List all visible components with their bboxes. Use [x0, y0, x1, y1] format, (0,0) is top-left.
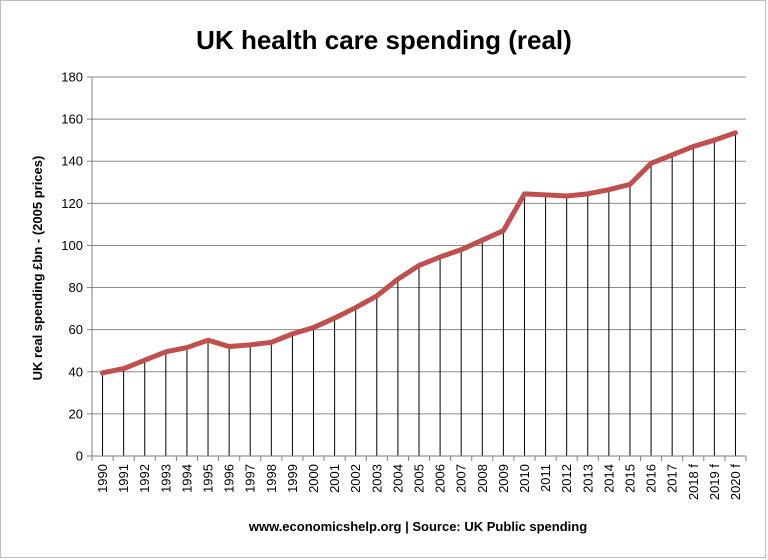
- drop-lines: [102, 132, 736, 456]
- x-tick-label: 1995: [201, 464, 216, 493]
- y-axis-label: UK real spending £bn - (2005 prices): [30, 156, 45, 381]
- x-tick-label: 2013: [580, 464, 595, 493]
- data-point: [121, 366, 126, 371]
- y-tick-label: 120: [61, 196, 83, 211]
- y-tick-label: 180: [61, 70, 83, 85]
- data-point: [585, 191, 590, 196]
- data-point: [543, 192, 548, 197]
- y-tick-labels: 0 20 40 60 80 100 120 140 160 180: [61, 70, 83, 464]
- x-tick-label: 2009: [496, 464, 511, 493]
- x-axis-label: www.economicshelp.org | Source: UK Publi…: [248, 519, 587, 534]
- y-tick-label: 0: [76, 449, 83, 464]
- x-tick-label: 2016: [644, 464, 659, 493]
- x-tick-label: 1993: [158, 464, 173, 493]
- data-point: [332, 316, 337, 321]
- data-point: [522, 191, 527, 196]
- x-tick-label: 2011: [538, 464, 553, 492]
- x-tick-label: 2003: [369, 464, 384, 493]
- x-tick-label: 1994: [179, 464, 194, 493]
- x-tick-label: 2001: [327, 464, 342, 493]
- data-point: [438, 255, 443, 260]
- x-tick-label: 2018 f: [686, 464, 701, 501]
- x-tick-label: 1997: [243, 464, 258, 493]
- data-point: [184, 345, 189, 350]
- data-point: [163, 349, 168, 354]
- x-tick-label: 2020 f: [728, 464, 743, 501]
- chart-title: UK health care spending (real): [196, 25, 572, 55]
- data-point: [227, 344, 232, 349]
- data-point: [691, 144, 696, 149]
- x-tick-label: 2012: [559, 464, 574, 493]
- axes: [87, 76, 747, 461]
- data-point: [733, 130, 738, 135]
- x-tick-label: 1999: [285, 464, 300, 493]
- y-tick-label: 80: [69, 280, 83, 295]
- y-tick-label: 140: [61, 154, 83, 169]
- x-tick-label: 1998: [264, 464, 279, 493]
- x-tick-label: 2010: [517, 464, 532, 493]
- data-point: [712, 138, 717, 143]
- x-tick-label: 2008: [475, 464, 490, 493]
- data-point: [459, 247, 464, 252]
- x-tick-label: 1992: [137, 464, 152, 493]
- data-point: [606, 187, 611, 192]
- y-tick-label: 60: [69, 322, 83, 337]
- data-point: [290, 331, 295, 336]
- x-tick-label: 2006: [433, 464, 448, 493]
- x-tick-label: 1996: [222, 464, 237, 493]
- y-tick-label: 20: [69, 406, 83, 421]
- data-point: [269, 340, 274, 345]
- x-tick-label: 2014: [601, 464, 616, 493]
- x-tick-label: 2017: [665, 464, 680, 493]
- data-point: [564, 193, 569, 198]
- x-tick-label: 1990: [95, 464, 110, 493]
- x-tick-label: 2000: [306, 464, 321, 493]
- x-tick-label: 2002: [348, 464, 363, 493]
- data-point: [100, 370, 105, 375]
- data-point: [353, 305, 358, 310]
- data-point: [311, 325, 316, 330]
- grid-layer: [92, 76, 746, 415]
- data-point: [627, 182, 632, 187]
- y-tick-label: 100: [61, 238, 83, 253]
- data-point: [501, 228, 506, 233]
- data-point: [417, 263, 421, 268]
- data-point: [395, 277, 400, 282]
- data-point: [142, 358, 147, 363]
- y-tick-label: 40: [69, 364, 83, 379]
- data-point: [206, 338, 211, 343]
- data-point: [480, 238, 485, 243]
- data-point: [374, 293, 379, 298]
- data-point: [670, 152, 675, 157]
- x-tick-label: 2004: [390, 464, 405, 493]
- x-tick-label: 1991: [116, 464, 131, 493]
- data-point: [649, 161, 654, 166]
- x-tick-label: 2015: [622, 464, 637, 493]
- x-tick-label: 2019 f: [707, 464, 722, 501]
- x-tick-labels: 1990 1991 1992 1993 1994 1995 1996 1997 1998 1999…: [95, 464, 743, 501]
- data-point: [248, 342, 253, 347]
- x-tick-label: 2005: [412, 464, 427, 493]
- series-layer: [100, 130, 738, 376]
- x-tick-label: 2007: [454, 464, 469, 493]
- y-tick-label: 160: [61, 112, 83, 127]
